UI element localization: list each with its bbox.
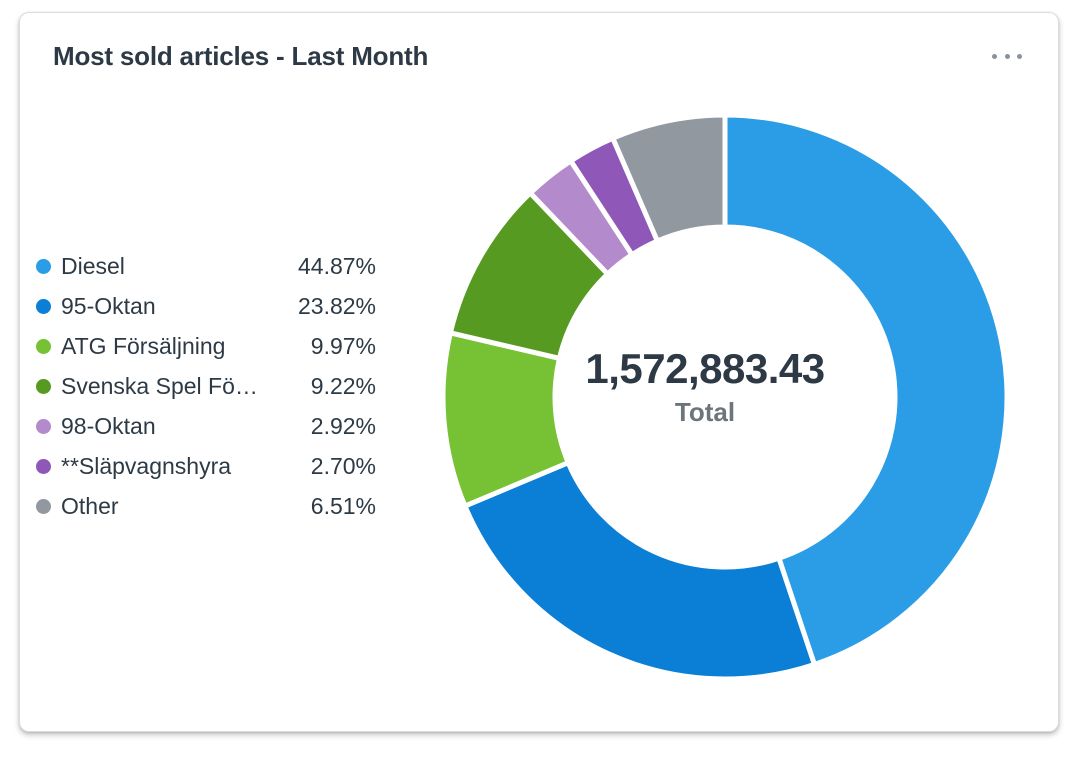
legend-swatch [36,458,51,474]
chart-legend: Diesel 44.87% 95-Oktan 23.82% ATG Försäl… [36,246,376,526]
legend-label: Other [61,492,119,519]
legend-swatch [36,258,51,274]
legend-swatch [36,418,51,434]
legend-item-slapvagnshyra[interactable]: **Släpvagnshyra 2.70% [36,446,376,486]
donut-slice-diesel[interactable] [722,112,1010,668]
more-dot [992,53,997,59]
legend-value: 44.87% [297,252,376,279]
more-options-icon[interactable] [992,43,1022,69]
legend-value: 9.97% [310,332,376,359]
legend-value: 2.92% [310,412,376,439]
legend-item-other[interactable]: Other 6.51% [36,486,376,526]
more-dot [1017,53,1022,59]
legend-swatch [36,298,51,314]
legend-swatch [36,378,51,394]
legend-swatch [36,498,51,514]
legend-value: 6.51% [310,492,376,519]
legend-item-atg[interactable]: ATG Försäljning 9.97% [36,326,376,366]
legend-label: Diesel [61,252,125,279]
legend-item-98-oktan[interactable]: 98-Oktan 2.92% [36,406,376,446]
donut-slice-other[interactable] [609,112,728,245]
legend-label: ATG Försäljning [61,332,226,359]
center-total-value: 1,572,883.43 [585,345,825,392]
legend-item-svenska-spel[interactable]: Svenska Spel Fö… 9.22% [36,366,376,406]
more-dot [1004,53,1010,59]
legend-label: **Släpvagnshyra [61,452,232,479]
legend-item-95-oktan[interactable]: 95-Oktan 23.82% [36,286,376,326]
legend-value: 9.22% [310,372,376,399]
legend-label: 95-Oktan [61,292,156,319]
donut-slice-95-oktan[interactable] [461,459,818,682]
legend-item-diesel[interactable]: Diesel 44.87% [36,246,376,286]
center-total-label: Total [674,397,736,427]
legend-label: Svenska Spel Fö… [61,372,258,399]
legend-swatch [36,338,51,354]
donut-chart [440,112,1010,682]
legend-label: 98-Oktan [61,412,156,439]
legend-value: 23.82% [297,292,376,319]
legend-value: 2.70% [310,452,376,479]
card-title: Most sold articles - Last Month [53,41,429,71]
